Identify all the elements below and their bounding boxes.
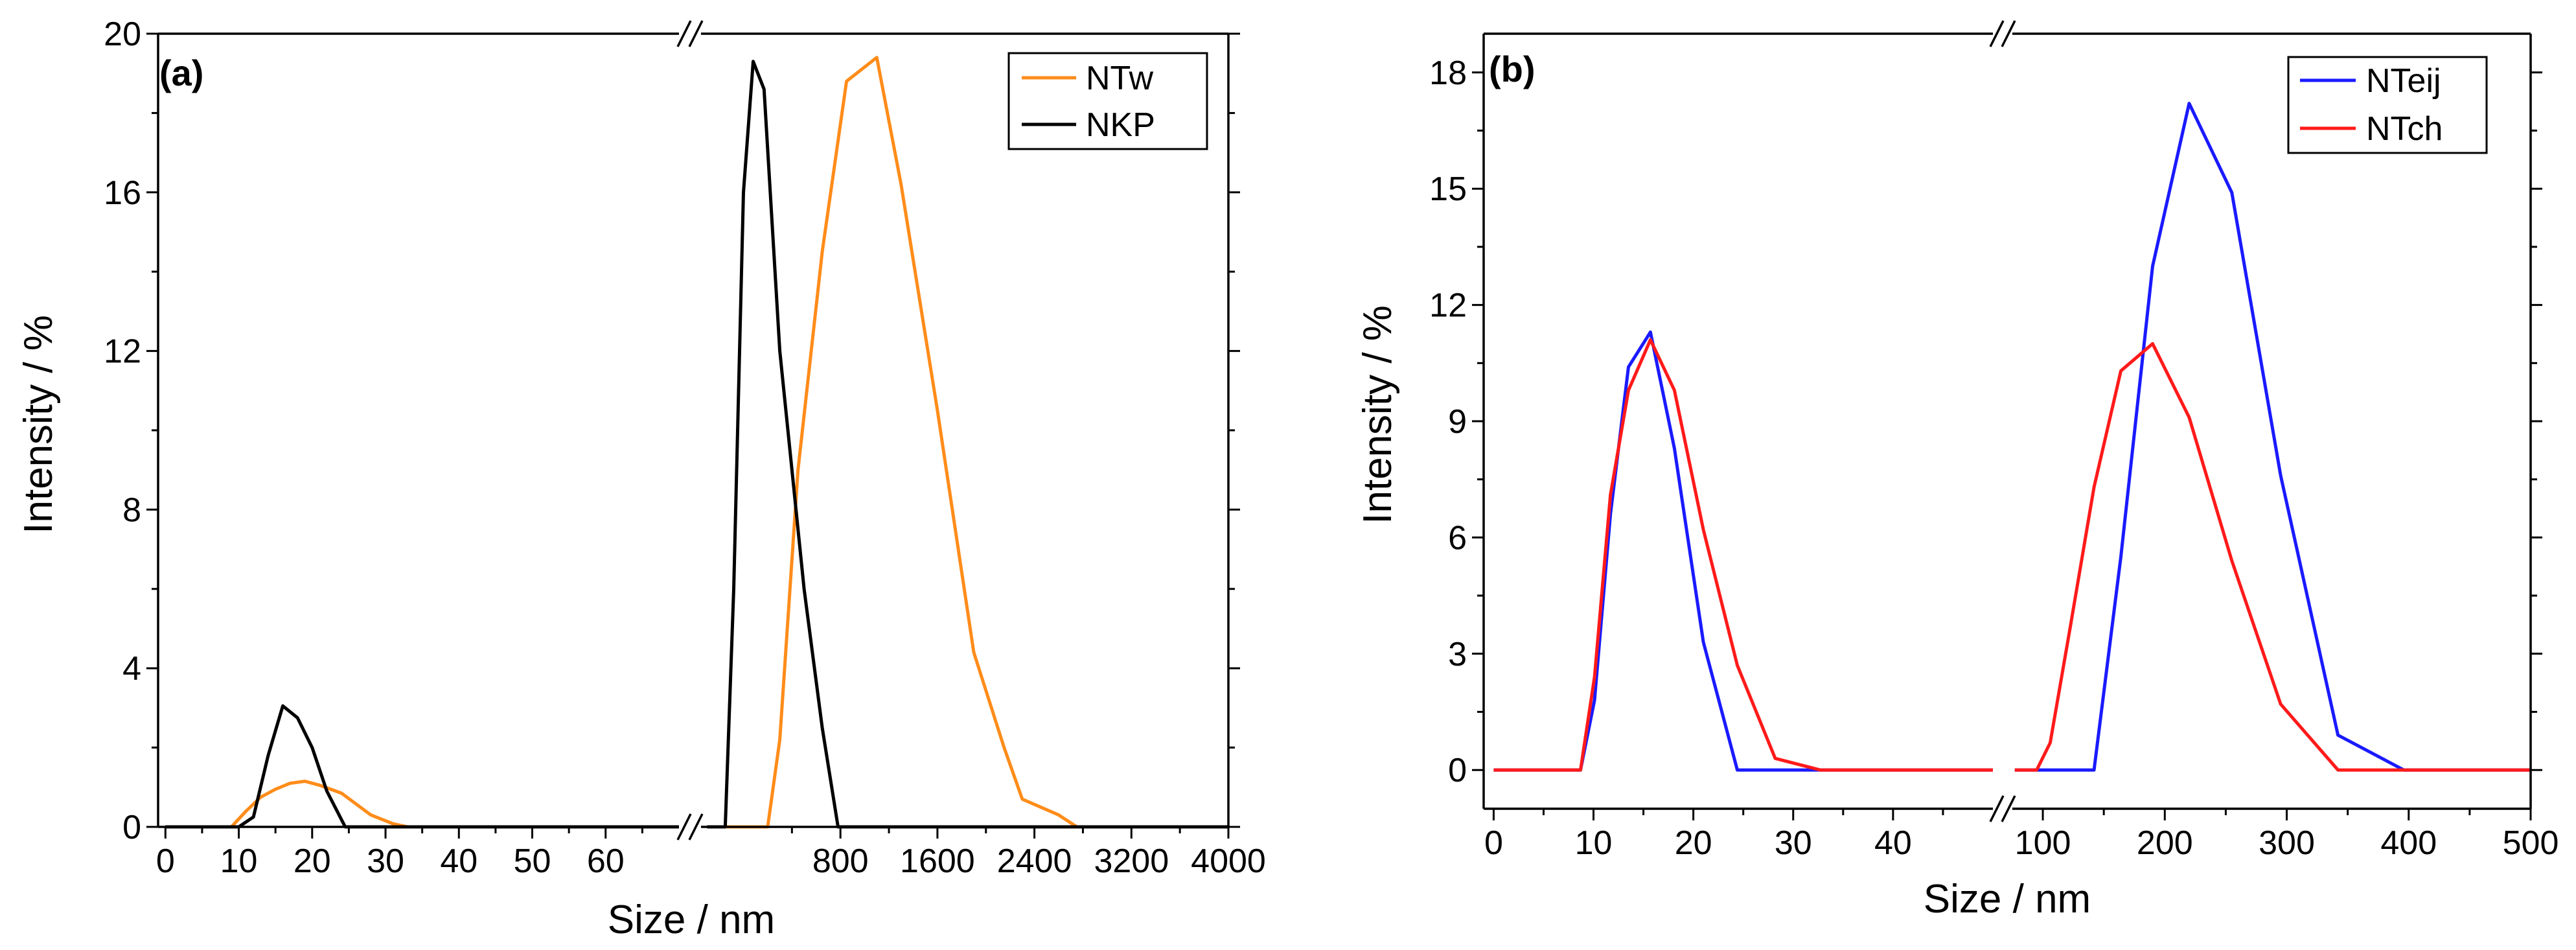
panel-a-x-tick-label: 800: [812, 842, 869, 880]
panel-b-y-tick-label: 6: [1448, 519, 1467, 557]
panel-a-y-tick-label: 4: [122, 650, 141, 688]
panel-b-y-tick-label: 18: [1429, 54, 1467, 92]
panel-a-y-tick-label: 0: [122, 809, 141, 846]
panel-a-series-nkp-line-1: [165, 704, 679, 829]
panel-b-x-axis-title: Size / nm: [1924, 877, 2091, 921]
panel-b-legend-box: [2287, 56, 2488, 154]
panel-b-axes-frame: [1482, 20, 2532, 822]
panel-b-axis-break-top-1: [1989, 20, 2005, 47]
panel-b-series-ntch-line-2: [2014, 342, 2531, 772]
panel-b-series-nteij-line-2: [2014, 102, 2531, 772]
panel-a-ticks: 0 4 8 12 16 20 0 10 20 30 40 50 60 800 1600 2400 3200 400…: [104, 16, 1266, 880]
panel-b-y-axis-title: Intensity / %: [1355, 305, 1400, 524]
panel-b-x-tick-label: 200: [2137, 824, 2193, 862]
panel-a-series-ntw-line-2: [707, 56, 1228, 829]
panel-a-tag: (a): [159, 52, 203, 93]
panel-a-x-axis-title: Size / nm: [608, 898, 775, 942]
panel-b-axis-break-bottom-1: [1989, 795, 2005, 822]
panel-a-x-tick-label: 20: [293, 842, 331, 880]
panel-a-series-nkp-line-2: [707, 60, 1228, 829]
panel-b-x-tick-label: 30: [1775, 824, 1812, 862]
panel-b-tag: (b): [1489, 49, 1535, 89]
panel-a-legend-box: [1007, 52, 1208, 150]
panel-a-legend-label-nkp: NKP: [1086, 106, 1155, 144]
panel-b-chart: 0 3 6 9 12 15 18 0 10 20 30 40 100 200 300 400 500 (b) S…: [1355, 20, 2559, 921]
panel-b-x-tick-label: 100: [2015, 824, 2071, 862]
panel-b-series-ntch-line-1: [1493, 338, 1993, 772]
panel-a-x-tick-label: 30: [367, 842, 404, 880]
panel-a-series-ntw-line-1: [165, 780, 679, 829]
panel-a-x-tick-label: 50: [514, 842, 551, 880]
panel-b-y-tick-label: 15: [1429, 170, 1467, 208]
panel-a-y-tick-label: 16: [104, 174, 141, 212]
panel-b-y-tick-label: 3: [1448, 636, 1467, 673]
panel-b-axis-break-top-2: [2001, 20, 2016, 47]
panel-a-axis-break-top-2: [688, 20, 704, 47]
panel-b-y-tick-label: 12: [1429, 287, 1467, 325]
panel-a-x-tick-label: 4000: [1191, 842, 1266, 880]
panel-b-x-tick-label: 0: [1484, 824, 1503, 862]
panel-b-x-tick-label: 400: [2380, 824, 2437, 862]
panel-a-x-tick-label: 40: [440, 842, 477, 880]
panel-a-y-tick-label: 8: [122, 491, 141, 529]
panel-a-series-layer: [165, 56, 1228, 829]
panel-b-y-tick-label: 9: [1448, 403, 1467, 441]
panel-b-series-nteij-line-1: [1493, 330, 1993, 772]
panel-a-axis-break-bottom-2: [688, 813, 704, 840]
panel-a-x-tick-label: 10: [220, 842, 258, 880]
panel-a-x-tick-label: 0: [156, 842, 175, 880]
panel-a-y-tick-label: 12: [104, 333, 141, 371]
panel-b-axis-break-bottom-2: [2001, 795, 2016, 822]
panel-a-x-tick-label: 60: [587, 842, 625, 880]
panel-b-x-tick-label: 20: [1675, 824, 1712, 862]
panel-a-axis-break-bottom-1: [676, 813, 692, 840]
panel-a-legend-label-ntw: NTw: [1086, 60, 1153, 97]
panel-b-x-tick-label: 300: [2259, 824, 2315, 862]
panel-a-chart: 0 4 8 12 16 20 0 10 20 30 40 50 60 800 1600 2400 3200 400…: [16, 16, 1266, 942]
panel-a-axes-frame: [157, 20, 1230, 840]
panel-a-x-tick-label: 2400: [997, 842, 1072, 880]
panel-b-legend: NTeij NTch: [2287, 56, 2488, 154]
panel-b-legend-label-ntch: NTch: [2366, 110, 2443, 148]
panel-b-series-layer: [1493, 102, 2531, 772]
panel-a-y-axis-title: Intensity / %: [16, 315, 61, 534]
panel-a-axis-break-top-1: [676, 20, 692, 47]
panel-a-x-tick-label: 3200: [1094, 842, 1169, 880]
panel-b-ticks: 0 3 6 9 12 15 18 0 10 20 30 40 100 200 300 400 500: [1429, 54, 2559, 862]
panel-a-x-tick-label: 1600: [900, 842, 975, 880]
panel-b-x-tick-label: 40: [1874, 824, 1912, 862]
panel-b-legend-label-nteij: NTeij: [2366, 62, 2441, 100]
panel-a-legend: NTw NKP: [1007, 52, 1208, 150]
panel-b-x-tick-label: 10: [1575, 824, 1613, 862]
panel-b-y-tick-label: 0: [1448, 752, 1467, 789]
panel-b-x-tick-label: 500: [2503, 824, 2559, 862]
panel-a-y-tick-label: 20: [104, 16, 141, 53]
